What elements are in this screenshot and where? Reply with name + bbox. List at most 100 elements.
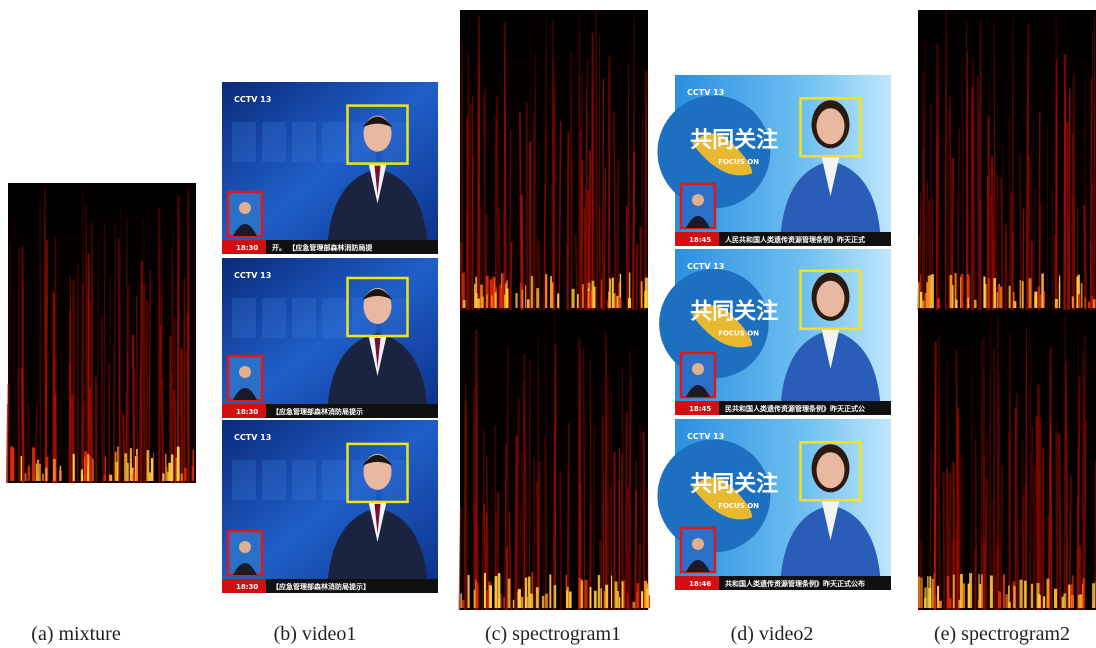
spectrogram-band bbox=[531, 572, 534, 608]
spectrogram-band bbox=[1039, 294, 1042, 308]
spectrogram-streak bbox=[1055, 432, 1059, 611]
spectrogram-band bbox=[1058, 282, 1061, 308]
spectrogram-band bbox=[1077, 594, 1080, 608]
spectrogram-band bbox=[1061, 596, 1065, 608]
spectrogram-streak bbox=[504, 444, 507, 611]
spectrogram-band bbox=[499, 594, 502, 608]
spectrogram-band bbox=[152, 452, 155, 481]
spectrogram-band bbox=[949, 274, 953, 308]
spectrogram-band bbox=[1068, 584, 1070, 608]
show-subtitle: FOCUS ON bbox=[718, 329, 759, 337]
spectrogram-band bbox=[593, 286, 596, 308]
spectrogram-streak bbox=[1001, 146, 1004, 311]
spectrogram-band bbox=[1034, 291, 1038, 308]
spectrogram-band bbox=[89, 455, 92, 481]
spectrogram-band bbox=[952, 574, 955, 608]
spectrogram-band bbox=[1080, 283, 1083, 308]
show-title: 共同关注 bbox=[690, 127, 778, 153]
bg-panel bbox=[232, 122, 256, 162]
spectrogram-streak bbox=[553, 437, 556, 611]
spectrogram-band bbox=[646, 588, 649, 608]
signer-head bbox=[692, 363, 704, 375]
spectrogram-streak bbox=[990, 194, 993, 311]
spectrogram-band bbox=[527, 299, 530, 308]
signer-body bbox=[686, 385, 710, 397]
spectrogram-band bbox=[162, 473, 165, 481]
spectrogram-band bbox=[136, 454, 138, 481]
channel-logo: CCTV 13 bbox=[687, 432, 724, 441]
caption: (d) video2 bbox=[731, 623, 814, 645]
face-box bbox=[799, 97, 862, 158]
spectrogram-band bbox=[494, 576, 498, 608]
spectrogram-band bbox=[937, 585, 939, 608]
spectrogram-band bbox=[148, 472, 151, 481]
spectrogram-band bbox=[628, 272, 631, 308]
spectrogram-streak bbox=[80, 282, 84, 484]
anchor-body bbox=[780, 161, 881, 236]
spectrogram-band bbox=[619, 297, 622, 308]
video-frame: CCTV 13 18:30 开。 【应急管理部森林消防局提 bbox=[222, 82, 438, 254]
spectrogram-band bbox=[636, 583, 640, 608]
spectrogram-band bbox=[997, 591, 1002, 608]
spectrogram-band bbox=[919, 291, 923, 308]
signer-body bbox=[233, 224, 257, 236]
globe-land bbox=[692, 305, 753, 348]
spectrogram-band bbox=[1013, 291, 1015, 308]
spectrogram-band bbox=[588, 290, 592, 308]
spectrogram-streak bbox=[592, 425, 596, 611]
spectrogram-streak bbox=[89, 299, 93, 484]
spectrogram-band bbox=[474, 293, 478, 308]
spectrogram-band bbox=[512, 599, 515, 608]
anchor-shirt bbox=[821, 500, 840, 541]
spectrogram-streak bbox=[459, 241, 463, 311]
spectrogram-band bbox=[1087, 301, 1091, 308]
spectrogram-band bbox=[929, 275, 932, 308]
face-box bbox=[799, 269, 862, 331]
spectrogram-streak bbox=[642, 431, 646, 611]
spectrogram-band bbox=[549, 574, 552, 608]
spectrogram-fade bbox=[460, 310, 648, 430]
spectrogram-streak bbox=[1010, 193, 1014, 311]
signer-head bbox=[692, 538, 704, 550]
spectrogram-band bbox=[1019, 280, 1022, 308]
spectrogram-band bbox=[475, 579, 477, 608]
spectrogram-fade bbox=[918, 10, 1096, 130]
bg-panel bbox=[262, 460, 286, 500]
spectrogram-band bbox=[632, 601, 636, 608]
bg-panel bbox=[292, 460, 316, 500]
ticker-time-bg bbox=[675, 232, 719, 246]
spectrogram-band bbox=[929, 576, 932, 608]
spectrogram-streak bbox=[552, 231, 555, 311]
spectrogram-band bbox=[571, 288, 575, 308]
spectrogram bbox=[5, 183, 196, 484]
spectrogram-streak bbox=[635, 244, 639, 311]
spectrogram-streak bbox=[161, 378, 165, 484]
spectrogram-band bbox=[501, 273, 505, 308]
spectrogram-streak bbox=[1083, 204, 1087, 311]
spectrogram-fade bbox=[460, 10, 648, 130]
spectrogram bbox=[917, 10, 1096, 311]
spectrogram-streak bbox=[509, 242, 513, 311]
spectrogram-streak bbox=[1035, 416, 1039, 611]
spectrogram-streak bbox=[186, 314, 190, 484]
spectrogram-band bbox=[20, 455, 23, 481]
spectrogram-streak bbox=[516, 398, 520, 611]
ticker-text: 共和国人类遗传资源管理条例》昨天正式公布 bbox=[725, 579, 865, 588]
spectrogram-band bbox=[1092, 299, 1096, 308]
ticker-bar bbox=[222, 579, 438, 593]
spectrogram-streak bbox=[17, 367, 20, 484]
spectrogram-band bbox=[640, 281, 643, 308]
spectrogram-band bbox=[918, 576, 921, 608]
spectrogram-streak bbox=[544, 437, 548, 611]
anchor-face bbox=[816, 452, 845, 489]
spectrogram-streak bbox=[558, 121, 562, 311]
spectrogram-band bbox=[593, 590, 597, 608]
signer-head bbox=[239, 366, 251, 378]
anchor-shirt bbox=[821, 328, 840, 369]
spectrogram-band bbox=[52, 458, 56, 481]
ticker-bar bbox=[675, 232, 891, 246]
spectrogram-band bbox=[938, 600, 942, 608]
spectrogram-band bbox=[541, 595, 545, 608]
spectrogram-band bbox=[467, 574, 470, 608]
spectrogram-band bbox=[616, 591, 619, 608]
